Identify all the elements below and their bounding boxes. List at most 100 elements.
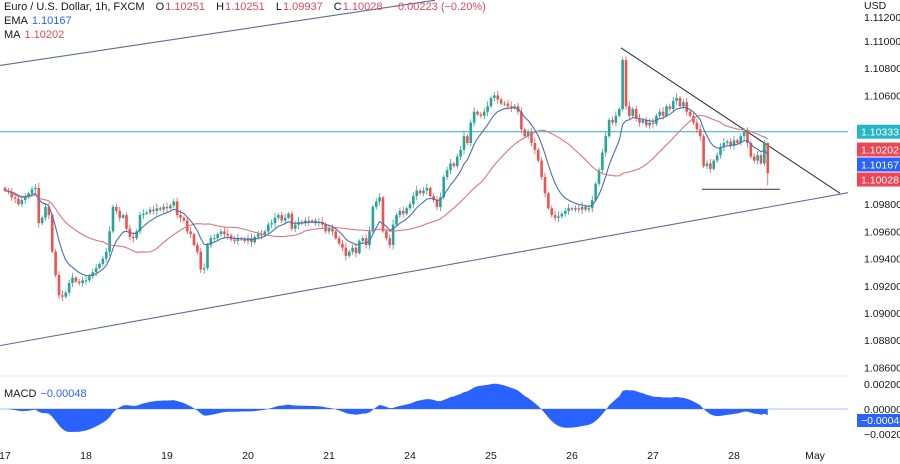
candle-body — [756, 155, 759, 161]
candle — [148, 206, 152, 215]
price-tick-label: 1.08600 — [864, 362, 900, 374]
open-label: O — [155, 1, 165, 13]
candle — [388, 234, 392, 249]
candle-body — [226, 234, 230, 236]
ma-label: MA — [4, 29, 21, 41]
candle-body — [158, 208, 162, 210]
candle-body — [283, 217, 287, 221]
candle-body — [614, 115, 618, 123]
candle-body — [34, 187, 37, 190]
candle — [115, 203, 118, 214]
candle-body — [202, 268, 206, 270]
candle — [611, 116, 614, 126]
candle-body — [98, 264, 101, 269]
candle — [567, 203, 570, 215]
time-axis[interactable]: 17 18 19 20 21 24 25 26 27 28 May — [0, 450, 826, 462]
candle-body — [543, 177, 547, 194]
candle-body — [439, 197, 442, 207]
candle-body — [121, 215, 125, 218]
price-tick-label: 1.09200 — [864, 281, 900, 293]
candle-body — [462, 136, 466, 150]
candle-body — [604, 136, 608, 153]
ema-value: 1.10167 — [31, 15, 72, 27]
candle — [462, 131, 466, 155]
candle — [523, 127, 527, 138]
candle — [445, 166, 449, 180]
macd-badge-label: −0.00048 — [861, 415, 900, 427]
candle — [337, 235, 341, 247]
ema-legend[interactable]: EMA 1.10167 — [4, 15, 72, 27]
candle-body — [435, 200, 439, 207]
candle — [405, 206, 408, 216]
candle-body — [216, 234, 219, 239]
candle — [158, 206, 162, 212]
candle-body — [179, 215, 182, 218]
candle-body — [722, 143, 726, 148]
candle-body — [665, 106, 668, 116]
candle-body — [587, 208, 591, 210]
candle-body — [574, 208, 577, 210]
candle-body — [695, 122, 699, 130]
candle-body — [277, 215, 280, 218]
candle-body — [148, 209, 152, 213]
candle-body — [476, 111, 479, 115]
candle-body — [658, 111, 662, 116]
candle — [617, 107, 621, 118]
candle — [520, 107, 523, 134]
candle — [479, 111, 483, 119]
candle-body — [503, 103, 506, 105]
candle-body — [506, 103, 510, 107]
candle-body — [378, 197, 381, 202]
candle-body — [422, 190, 425, 194]
candle-body — [3, 187, 7, 191]
candle-body — [209, 238, 213, 245]
candle-body — [115, 206, 118, 211]
candle — [54, 249, 57, 278]
candle — [709, 159, 712, 173]
candle — [270, 219, 273, 229]
candle-body — [479, 114, 483, 116]
candle-body — [223, 231, 226, 235]
candle — [17, 196, 20, 207]
candle — [226, 229, 230, 240]
candle-body — [729, 141, 732, 146]
candle-body — [725, 141, 729, 143]
candle — [577, 204, 581, 214]
candle-body — [530, 132, 533, 143]
candle — [530, 128, 533, 147]
candle — [64, 290, 68, 299]
candle — [81, 276, 84, 287]
candle-body — [37, 187, 41, 224]
candle — [432, 193, 435, 203]
candle — [189, 227, 192, 239]
candle — [37, 182, 41, 228]
candle-body — [138, 215, 142, 232]
candle-body — [341, 243, 344, 248]
macd-label: MACD — [4, 388, 37, 400]
macd-legend[interactable]: MACD −0.00048 — [4, 388, 87, 400]
candle — [466, 134, 469, 145]
candle-body — [169, 205, 172, 209]
candle — [634, 105, 638, 122]
price-tick-label: 1.10600 — [864, 90, 900, 102]
candle-body — [628, 106, 631, 116]
candle — [10, 188, 14, 201]
ma-line — [4, 114, 769, 253]
candle — [44, 203, 47, 221]
ma-legend[interactable]: MA 1.10202 — [4, 29, 64, 41]
candle-body — [361, 238, 365, 241]
candle — [459, 145, 462, 161]
candle-body — [567, 208, 570, 211]
candle-body — [256, 234, 260, 237]
price-tick-label: 1.10800 — [864, 63, 900, 75]
candle — [138, 211, 142, 235]
candle — [472, 107, 476, 127]
candle — [118, 206, 122, 222]
candle — [142, 209, 145, 219]
candle-body — [668, 106, 672, 109]
candle — [354, 243, 358, 258]
candle-body — [388, 238, 392, 245]
candle-body — [692, 115, 695, 123]
